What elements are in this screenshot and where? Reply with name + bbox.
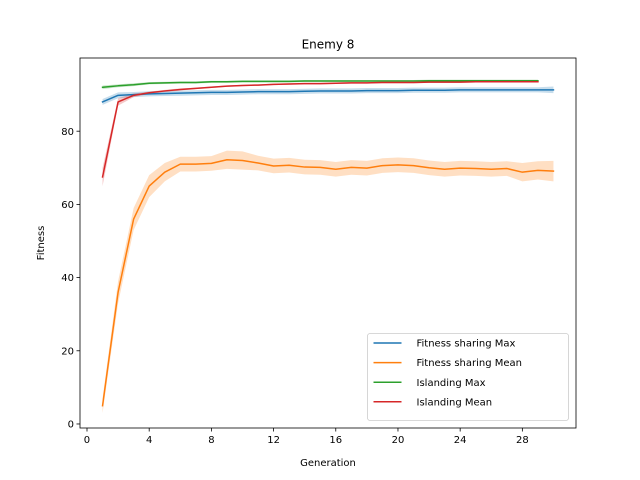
- x-tick-label: 4: [146, 435, 152, 446]
- y-tick-label: 60: [61, 200, 74, 211]
- legend-label: Fitness sharing Max: [417, 339, 516, 350]
- legend-label: Islanding Max: [417, 378, 486, 389]
- x-axis-label: Generation: [300, 458, 356, 469]
- plot-frame: [79, 57, 577, 429]
- x-tick-label: 12: [267, 435, 280, 446]
- legend-box: [367, 333, 569, 421]
- series-1-line: [101, 89, 555, 103]
- legend-label: Fitness sharing Mean: [417, 358, 523, 369]
- x-axis: 0 4 8 12 16 20 24 28: [84, 428, 529, 446]
- y-axis-label: Fitness: [36, 226, 47, 261]
- plot-area: [101, 79, 555, 413]
- x-tick-label: 0: [84, 435, 90, 446]
- series-2-line: [101, 158, 555, 407]
- y-tick-label: 40: [61, 273, 74, 284]
- y-axis: 0 20 40 60 80: [61, 127, 80, 431]
- y-tick-label: 80: [61, 127, 74, 138]
- series-4-line: [101, 81, 539, 178]
- series-1-confidence-band: [102, 86, 554, 105]
- x-tick-label: 20: [392, 435, 405, 446]
- x-tick-label: 16: [329, 435, 342, 446]
- chart-title: Enemy 8: [302, 38, 355, 52]
- x-tick-label: 8: [208, 435, 214, 446]
- y-tick-label: 20: [61, 346, 74, 357]
- series-3-line: [101, 79, 539, 89]
- y-tick-label: 0: [68, 420, 74, 431]
- x-tick-label: 28: [516, 435, 529, 446]
- legend: Fitness sharing Max Fitness sharing Mean I…: [367, 333, 569, 421]
- legend-label: Islanding Mean: [417, 397, 493, 408]
- x-tick-label: 24: [454, 435, 467, 446]
